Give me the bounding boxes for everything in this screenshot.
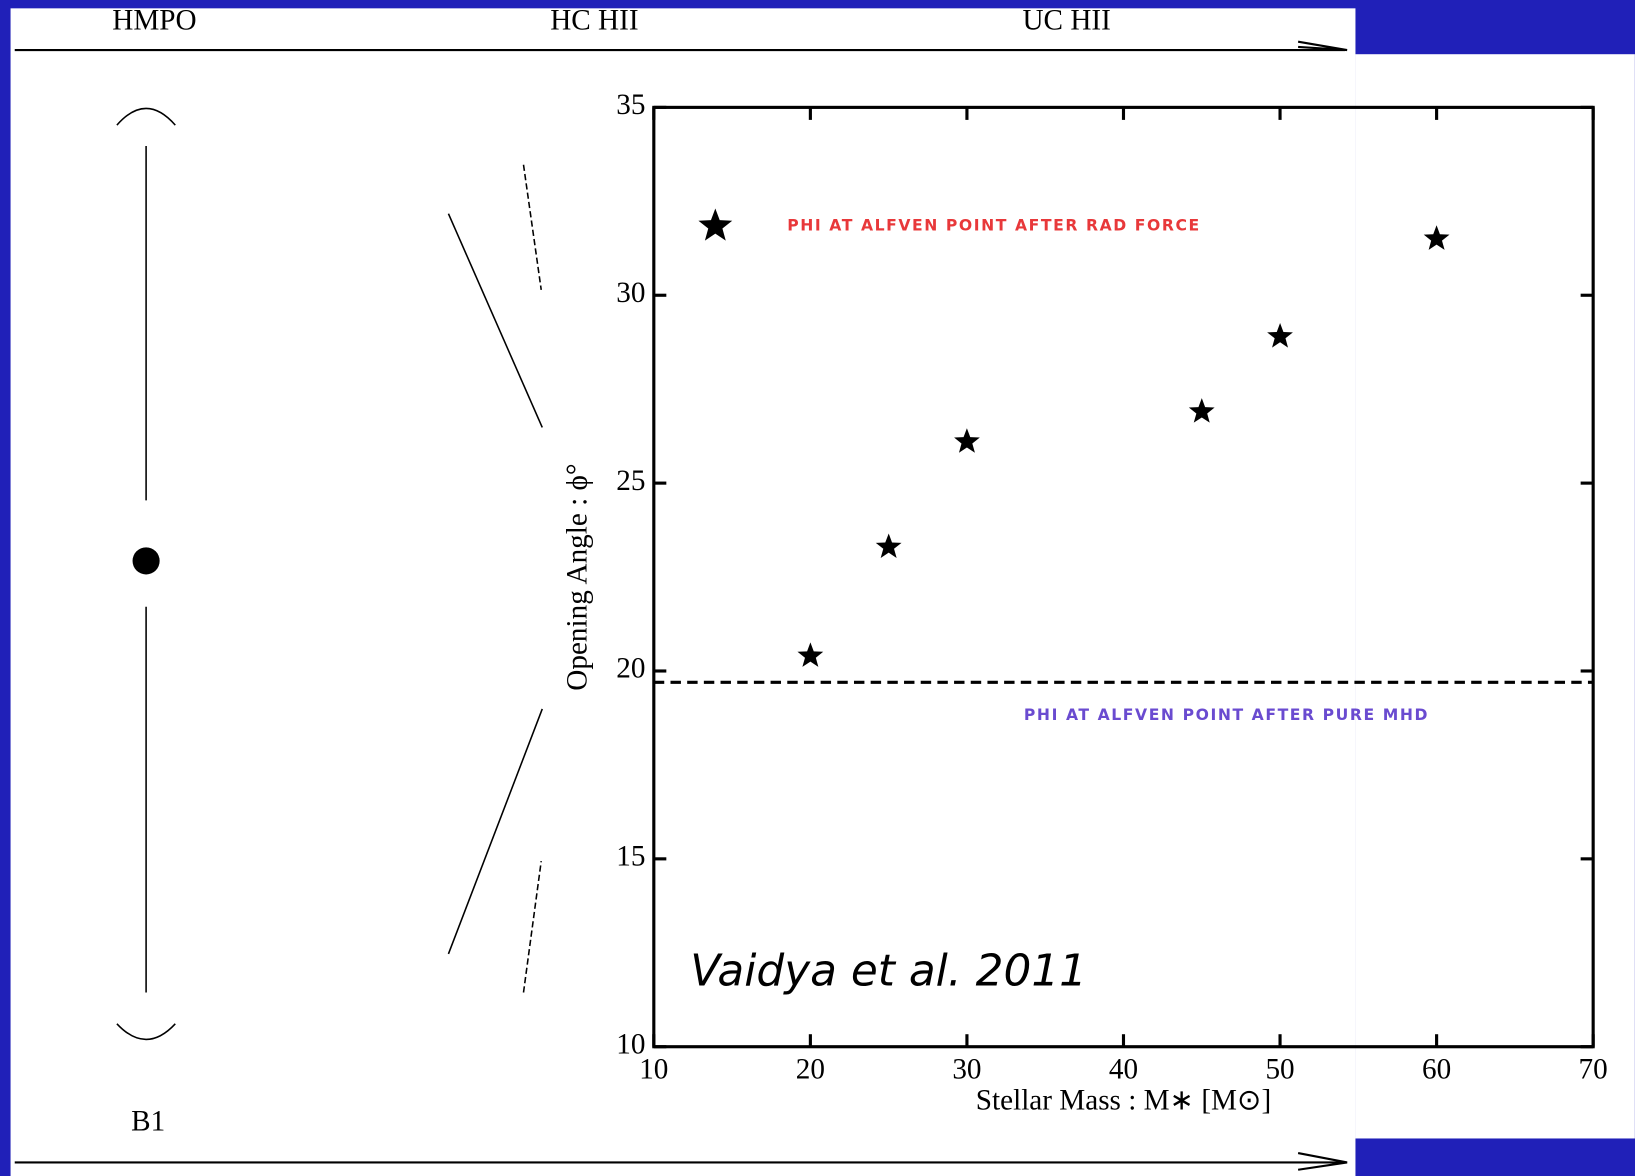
legend-label: PHI AT ALFVEN POINT AFTER RAD FORCE xyxy=(787,216,1200,235)
y-tick-label: 15 xyxy=(616,841,645,873)
y-tick-label: 10 xyxy=(616,1028,645,1060)
x-tick-label: 30 xyxy=(952,1053,981,1085)
y-tick-label: 35 xyxy=(616,89,645,121)
reference-label: PHI AT ALFVEN POINT AFTER PURE MHD xyxy=(1024,705,1429,724)
x-tick-label: 20 xyxy=(796,1053,825,1085)
y-tick-label: 20 xyxy=(616,653,645,685)
stage-label: UC HII xyxy=(1022,5,1110,37)
x-tick-label: 40 xyxy=(1109,1053,1138,1085)
y-tick-label: 25 xyxy=(616,465,645,497)
source xyxy=(133,547,160,574)
annotation: Vaidya et al. 2011 xyxy=(690,946,1087,997)
x-tick-label: 60 xyxy=(1422,1053,1451,1085)
slide: HMPO HC HII UC HII B1 102030405060701015… xyxy=(0,0,1635,1176)
x-tick-label: 70 xyxy=(1579,1053,1608,1085)
x-axis-label: Stellar Mass : M∗ [M⊙] xyxy=(976,1085,1271,1117)
stage-label: HC HII xyxy=(550,5,638,37)
y-axis-label: Opening Angle : ϕ° xyxy=(562,463,594,690)
x-tick-label: 50 xyxy=(1265,1053,1294,1085)
panel xyxy=(11,8,1356,1176)
stage-label: HMPO xyxy=(112,5,196,37)
source-label: B1 xyxy=(131,1106,165,1138)
page: HMPO HC HII UC HII B1 102030405060701015… xyxy=(0,0,1635,1176)
y-tick-label: 30 xyxy=(616,277,645,309)
